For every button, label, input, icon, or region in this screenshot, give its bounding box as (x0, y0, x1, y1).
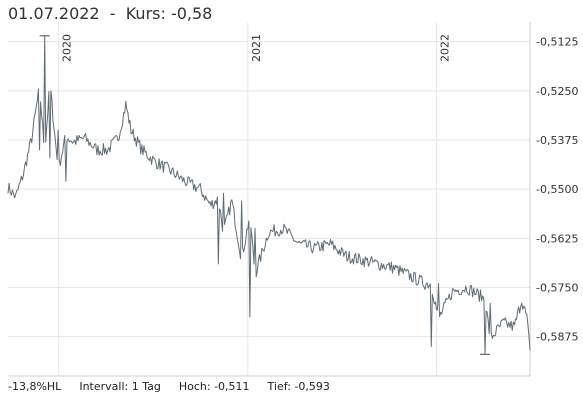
x-tick-label: 2020 (61, 34, 74, 62)
extreme-markers (39, 35, 491, 355)
x-axis: 2020 2021 2022 (61, 34, 452, 62)
chart-title: 01.07.2022 - Kurs: -0,58 (8, 4, 213, 23)
y-tick-label: -0,5500 (536, 183, 578, 196)
y-tick-label: -0,5125 (536, 36, 578, 49)
y-tick-label: -0,5375 (536, 134, 578, 147)
y-tick-label: -0,5625 (536, 232, 578, 245)
interval-stat: Intervall: 1 Tag (79, 380, 161, 393)
range-stat: -13,8%HL (8, 380, 62, 393)
series (7, 35, 531, 355)
low-stat: Tief: -0,593 (267, 380, 330, 393)
chart-footer: -13,8%HL Intervall: 1 Tag Hoch: -0,511 Tief… (8, 380, 348, 393)
price-chart[interactable]: 2020 2021 2022 -0,5125 -0,5250 -0,5375 -0,550… (0, 0, 583, 378)
x-tick-label: 2022 (438, 34, 451, 62)
high-stat: Hoch: -0,511 (178, 380, 250, 393)
y-tick-label: -0,5250 (536, 85, 578, 98)
grid (8, 22, 531, 377)
y-tick-label: -0,5750 (536, 282, 578, 295)
series-line (7, 35, 531, 355)
y-tick-label: -0,5875 (536, 331, 578, 344)
y-axis: -0,5125 -0,5250 -0,5375 -0,5500 -0,5625 -0,57… (536, 36, 578, 344)
x-tick-label: 2021 (250, 34, 263, 62)
